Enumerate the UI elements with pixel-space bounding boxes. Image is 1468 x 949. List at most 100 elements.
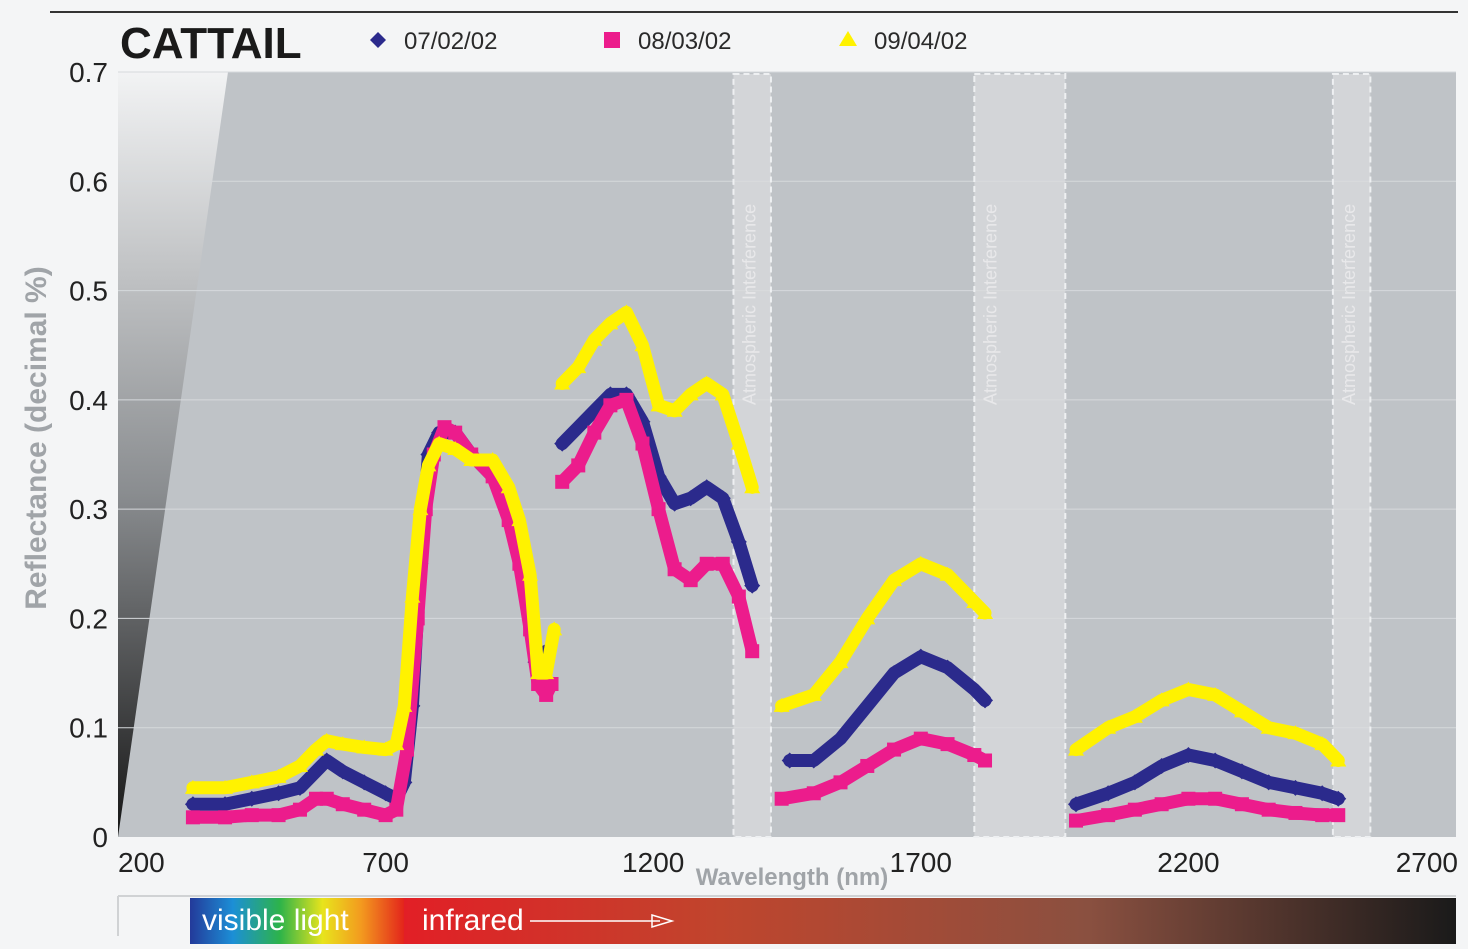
- data-point: [291, 757, 308, 772]
- data-point: [833, 775, 848, 790]
- data-point: [335, 797, 350, 812]
- y-tick-label: 0.2: [69, 603, 108, 634]
- data-point: [447, 441, 464, 456]
- data-point: [400, 742, 415, 757]
- data-point: [745, 644, 760, 659]
- data-point: [666, 402, 683, 417]
- data-point: [546, 621, 563, 636]
- x-axis-label: Wavelength (nm): [696, 864, 888, 891]
- data-point: [463, 451, 480, 466]
- data-point: [602, 315, 619, 330]
- data-point: [1181, 791, 1196, 806]
- data-point: [977, 604, 994, 619]
- data-point: [805, 686, 822, 701]
- data-point: [1068, 741, 1085, 756]
- data-point: [1287, 725, 1304, 740]
- data-point: [357, 802, 372, 817]
- data-point: [1153, 692, 1170, 707]
- data-point: [1180, 747, 1197, 764]
- data-point: [587, 425, 602, 440]
- series-layer: [184, 304, 1347, 828]
- data-point: [1330, 790, 1347, 807]
- data-point: [1101, 808, 1116, 823]
- data-point: [1100, 719, 1117, 734]
- data-point: [378, 808, 393, 823]
- x-tick-label: 1200: [622, 847, 684, 878]
- data-point: [714, 386, 731, 401]
- data-point: [699, 556, 714, 571]
- data-point: [1100, 785, 1117, 802]
- data-point: [1127, 802, 1142, 817]
- y-tick-label: 0.3: [69, 494, 108, 525]
- data-point: [555, 474, 570, 489]
- data-point: [1068, 796, 1085, 813]
- data-point: [1180, 681, 1197, 696]
- data-point: [966, 594, 983, 609]
- data-point: [389, 802, 404, 817]
- gradient-wedge: [118, 72, 228, 837]
- data-point: [1315, 808, 1330, 823]
- data-point: [356, 774, 373, 791]
- legend-marker-triangle: [839, 31, 857, 46]
- data-point: [271, 808, 286, 823]
- data-point: [412, 501, 429, 516]
- data-point: [1314, 736, 1331, 751]
- data-point: [731, 589, 746, 604]
- data-point: [832, 730, 849, 747]
- data-point: [912, 555, 929, 570]
- data-point: [291, 779, 308, 796]
- data-point: [448, 425, 463, 440]
- data-point: [1233, 703, 1250, 718]
- data-point: [396, 697, 413, 712]
- data-point: [571, 458, 586, 473]
- data-point: [859, 697, 876, 714]
- data-point: [319, 791, 334, 806]
- data-point: [1261, 802, 1276, 817]
- data-point: [618, 304, 635, 319]
- data-point: [698, 479, 715, 496]
- data-point: [356, 739, 373, 754]
- x-tick-label: 2700: [1396, 847, 1458, 878]
- x-tick-label: 1700: [890, 847, 952, 878]
- legend-marker-diamond: [370, 32, 386, 48]
- data-point: [859, 610, 876, 625]
- gridlines: [118, 71, 1456, 729]
- y-axis-label: Reflectance (decimal %): [20, 266, 53, 609]
- data-point: [431, 435, 448, 450]
- data-point: [1153, 757, 1170, 774]
- data-point: [318, 732, 335, 747]
- y-tick-label: 0.4: [69, 385, 108, 416]
- data-point: [1126, 708, 1143, 723]
- data-point: [886, 665, 903, 682]
- data-point: [619, 392, 634, 407]
- data-point: [832, 654, 849, 669]
- data-point: [185, 810, 200, 825]
- data-point: [377, 741, 394, 756]
- data-point: [1207, 752, 1224, 769]
- legend-label: 09/04/02: [874, 28, 967, 55]
- spectrum-bar: visible light infrared: [117, 895, 1456, 944]
- data-point: [554, 375, 571, 390]
- data-point: [977, 692, 994, 709]
- data-point: [544, 677, 559, 691]
- data-point: [500, 479, 517, 494]
- data-point: [531, 677, 546, 691]
- data-point: [682, 490, 699, 507]
- data-point: [806, 786, 821, 801]
- data-point: [309, 791, 324, 806]
- data-point: [635, 436, 650, 451]
- data-point: [1233, 763, 1250, 780]
- x-tick-label: 200: [118, 847, 165, 878]
- data-point: [184, 779, 201, 794]
- data-point: [913, 731, 928, 746]
- data-point: [218, 810, 233, 825]
- data-point: [484, 451, 501, 466]
- data-point: [388, 736, 405, 751]
- chart-legend: 07/02/02 08/03/02 09/04/02: [370, 28, 967, 55]
- x-tick-label: 2200: [1157, 847, 1219, 878]
- data-point: [437, 420, 452, 435]
- interference-band: [973, 73, 1067, 838]
- data-point: [698, 375, 715, 390]
- data-point: [714, 490, 731, 507]
- legend-label: 07/02/02: [404, 28, 497, 55]
